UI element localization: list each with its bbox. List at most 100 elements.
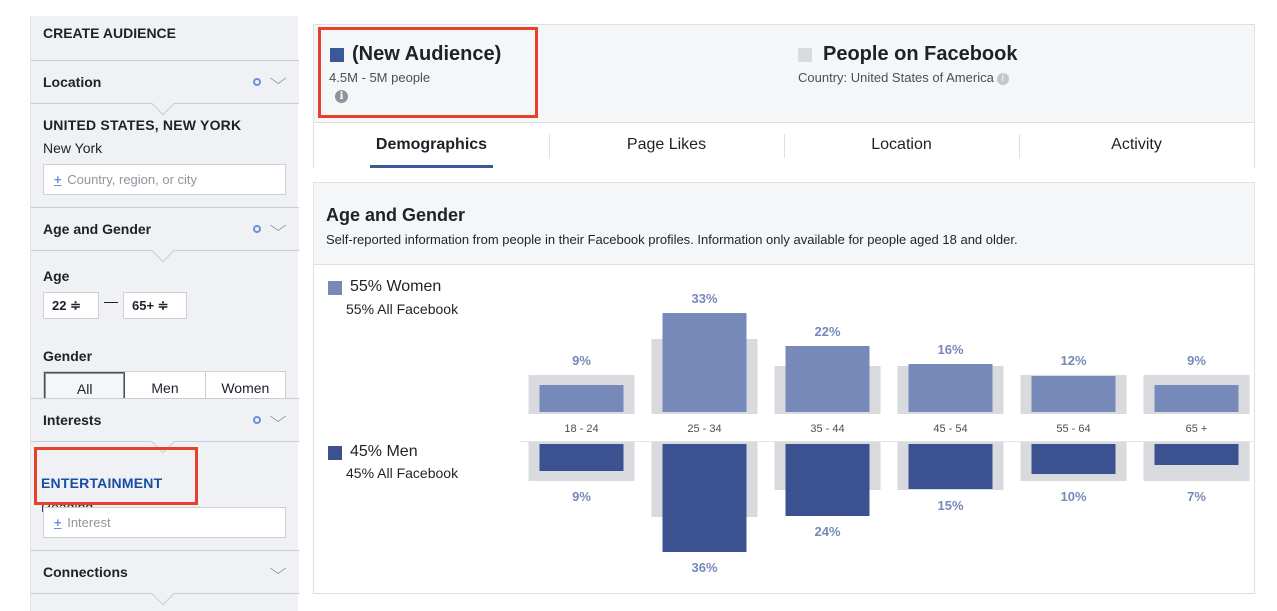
chevron-down-icon[interactable]: ⌵	[269, 409, 287, 426]
age-gender-card: Age and Gender Self-reported information…	[313, 182, 1255, 594]
men-bar	[908, 444, 993, 489]
location-value[interactable]: New York	[43, 140, 103, 156]
interest-input[interactable]: + Interest	[43, 507, 286, 538]
women-bar	[908, 364, 993, 412]
tab-location-label: Location	[871, 136, 932, 153]
women-data-label: 9%	[572, 353, 591, 368]
comparison-country: Country: United States of America i	[798, 70, 1009, 85]
interest-category: ENTERTAINMENT	[41, 475, 163, 491]
section-age-gender-label: Age and Gender	[43, 221, 152, 237]
gender-men-button[interactable]: Men	[125, 372, 206, 401]
section-interests-label: Interests	[43, 412, 102, 428]
age-max-select[interactable]: 65+ ≑	[123, 292, 187, 319]
section-connections[interactable]: Connections ⌵	[31, 550, 299, 606]
insight-tabs: Demographics Page Likes Location Activit…	[314, 122, 1254, 168]
women-legend-swatch	[328, 281, 342, 295]
comparison-country-text: Country: United States of America	[798, 70, 994, 85]
interest-input-placeholder: Interest	[67, 515, 111, 530]
audience-swatch	[330, 48, 344, 62]
women-data-label: 12%	[1060, 353, 1086, 368]
age-tick-label: 45 - 54	[933, 423, 967, 435]
age-tick-label: 55 - 64	[1056, 423, 1090, 435]
men-bar	[1154, 444, 1239, 465]
section-notch	[151, 582, 175, 606]
age-tick-label: 25 - 34	[687, 423, 721, 435]
gender-toggle: All Men Women	[43, 371, 286, 402]
edited-dot-icon	[253, 225, 261, 233]
tab-location[interactable]: Location	[784, 123, 1019, 168]
women-bar	[1154, 385, 1239, 412]
women-bar	[539, 385, 624, 412]
age-label: Age	[43, 268, 70, 284]
create-audience-sidebar: CREATE AUDIENCE Location ⌵ UNITED STATES…	[30, 16, 299, 611]
section-notch	[151, 92, 175, 116]
audience-summary-card: (New Audience) 4.5M - 5M people i People…	[313, 24, 1255, 168]
chevron-down-icon[interactable]: ⌵	[269, 561, 287, 578]
sidebar-title: CREATE AUDIENCE	[43, 25, 177, 41]
section-notch	[151, 239, 175, 263]
men-bar	[785, 444, 870, 516]
comparison-swatch	[798, 48, 812, 62]
age-gender-chart: 9% 9% 18 - 24 33% 36% 25 - 34 22% 24% 35 - 44 16%…	[520, 291, 1254, 575]
men-bar	[1031, 444, 1116, 474]
age-range-dash	[104, 302, 118, 303]
tab-demographics-label: Demographics	[375, 136, 488, 153]
age-axis-band	[520, 414, 1254, 442]
highlight-box-interest	[34, 447, 198, 505]
chevron-down-icon[interactable]: ⌵	[269, 218, 287, 235]
age-gender-header: Age and Gender Self-reported information…	[314, 183, 1254, 265]
info-icon[interactable]: i	[335, 90, 348, 103]
tab-page-likes[interactable]: Page Likes	[549, 123, 784, 168]
section-location[interactable]: Location ⌵	[31, 60, 299, 116]
women-bar	[662, 313, 747, 412]
women-data-label: 16%	[937, 342, 963, 357]
women-bar	[1031, 376, 1116, 412]
highlight-box-audience	[318, 27, 538, 118]
women-bar	[785, 346, 870, 412]
age-gender-description: Self-reported information from people in…	[326, 232, 1018, 247]
audience-name: (New Audience)	[352, 43, 502, 65]
gender-all-button[interactable]: All	[44, 372, 126, 401]
age-gender-title: Age and Gender	[326, 205, 466, 225]
section-location-label: Location	[43, 74, 102, 90]
men-legend-sub: 45% All Facebook	[346, 465, 459, 481]
location-input-placeholder: Country, region, or city	[67, 172, 198, 187]
women-data-label: 22%	[814, 324, 840, 339]
age-tick-label: 18 - 24	[564, 423, 598, 435]
tab-activity-label: Activity	[1111, 136, 1162, 153]
edited-dot-icon	[253, 78, 261, 86]
section-connections-label: Connections	[43, 564, 128, 580]
men-data-label: 24%	[814, 524, 840, 539]
location-heading: UNITED STATES, NEW YORK	[43, 117, 242, 133]
gender-women-button[interactable]: Women	[221, 380, 270, 396]
info-icon[interactable]: i	[996, 73, 1009, 85]
active-tab-underline	[370, 165, 493, 168]
gender-label: Gender	[43, 348, 93, 364]
men-data-label: 15%	[937, 498, 963, 513]
tab-page-likes-label: Page Likes	[626, 136, 707, 153]
men-data-label: 9%	[572, 489, 591, 504]
plus-icon: +	[54, 515, 62, 530]
age-tick-label: 35 - 44	[810, 423, 844, 435]
chevron-down-icon[interactable]: ⌵	[269, 71, 287, 88]
men-bar	[662, 444, 747, 552]
men-data-label: 7%	[1187, 489, 1206, 504]
location-input[interactable]: + Country, region, or city	[43, 164, 286, 195]
tab-demographics[interactable]: Demographics	[314, 123, 549, 168]
men-legend-label: 45% Men	[350, 443, 418, 460]
age-tick-label: 65 +	[1186, 423, 1208, 435]
women-legend-sub: 55% All Facebook	[346, 301, 459, 317]
women-legend-label: 55% Women	[350, 278, 442, 295]
men-legend-swatch	[328, 446, 342, 460]
women-data-label: 9%	[1187, 353, 1206, 368]
section-interests[interactable]: Interests ⌵	[31, 398, 299, 454]
section-age-gender[interactable]: Age and Gender ⌵	[31, 207, 299, 263]
plus-icon: +	[54, 172, 62, 187]
men-data-label: 10%	[1060, 489, 1086, 504]
edited-dot-icon	[253, 416, 261, 424]
tab-activity[interactable]: Activity	[1019, 123, 1254, 168]
men-data-label: 36%	[691, 560, 717, 575]
men-bar	[539, 444, 624, 471]
age-min-select[interactable]: 22 ≑	[43, 292, 99, 319]
audience-size: 4.5M - 5M people	[329, 70, 431, 85]
